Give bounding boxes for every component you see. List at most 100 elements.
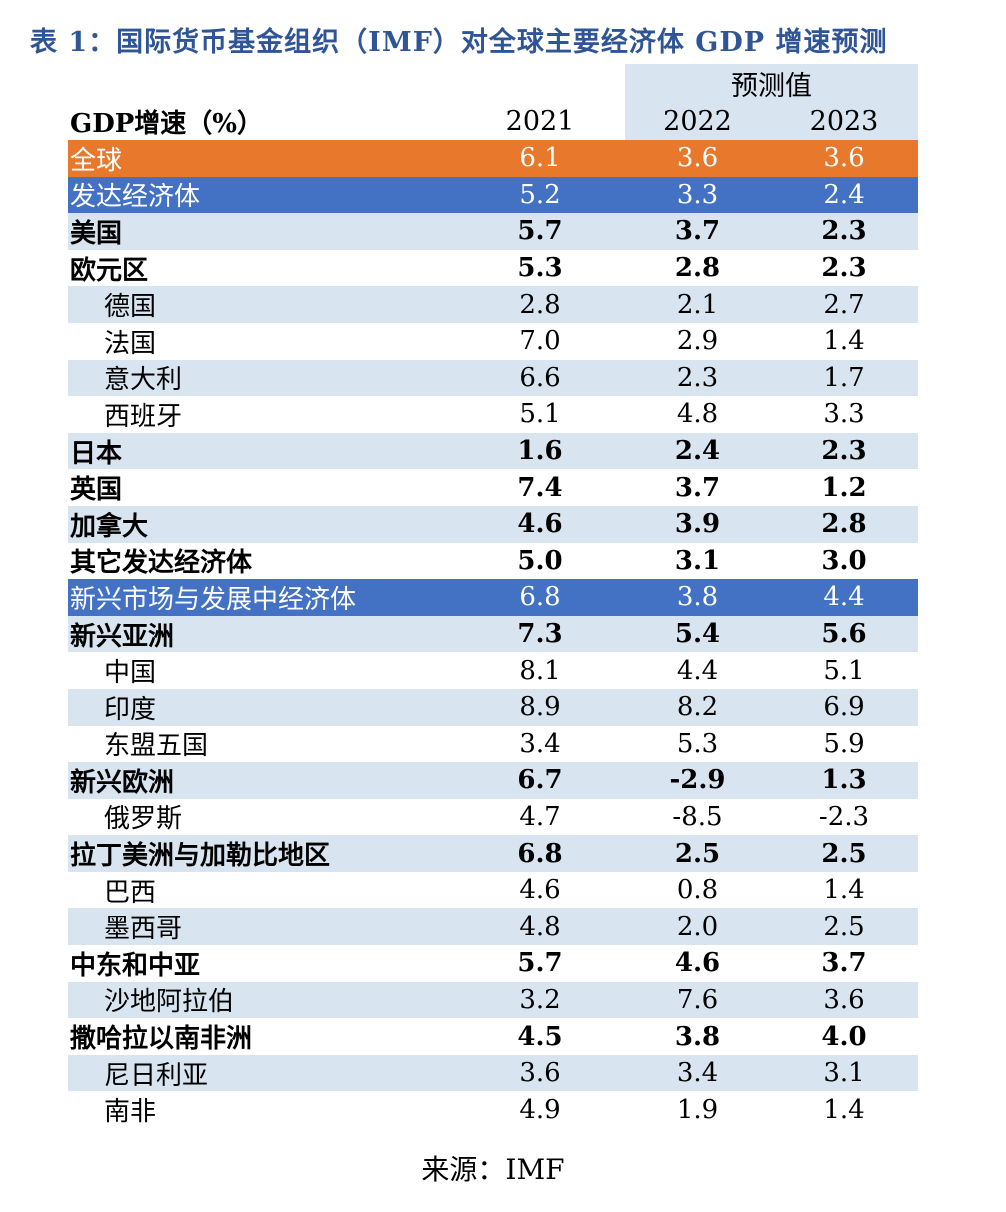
cell-2023: 5.1 <box>823 655 865 686</box>
table-row: 东盟五国 3.4 5.3 5.9 <box>68 725 918 763</box>
cell-2023: 2.4 <box>823 179 865 210</box>
row-label: 新兴市场与发展中经济体 <box>70 584 357 615</box>
cell-2021: 6.1 <box>519 143 561 174</box>
cell-2021: 6.8 <box>517 838 563 869</box>
cell-2022: 2.3 <box>676 362 719 393</box>
row-label: 尼日利亚 <box>104 1060 209 1091</box>
cell-2022: 4.4 <box>676 655 719 686</box>
cell-2023: 5.6 <box>821 619 867 650</box>
table-row: 加拿大 4.6 3.9 2.8 <box>68 505 918 543</box>
row-label: 其它发达经济体 <box>70 548 253 579</box>
table-row: 新兴亚洲 7.3 5.4 5.6 <box>68 615 918 653</box>
row-label: 俄罗斯 <box>104 804 183 835</box>
cell-2021: 6.7 <box>517 765 563 796</box>
row-label: 发达经济体 <box>70 182 201 213</box>
cell-2021: 3.2 <box>519 984 561 1015</box>
cell-2022: 8.2 <box>676 692 719 723</box>
cell-2022: 4.8 <box>676 399 719 430</box>
cell-2023: 2.8 <box>821 509 867 540</box>
cell-2023: 2.7 <box>823 289 865 320</box>
cell-2022: 2.8 <box>674 253 721 284</box>
cell-2023: 3.3 <box>823 399 865 430</box>
cell-2023: 4.4 <box>823 582 865 613</box>
table-row: 中东和中亚 5.7 4.6 3.7 <box>68 945 918 982</box>
cell-2021: 7.0 <box>519 326 561 357</box>
table-title: 表 1：国际货币基金组织（IMF）对全球主要经济体 GDP 增速预测 <box>30 27 888 58</box>
cell-2021: 6.6 <box>519 362 561 393</box>
row-label: 撒哈拉以南非洲 <box>70 1024 253 1055</box>
cell-2023: 2.3 <box>821 436 867 467</box>
cell-2021: 4.6 <box>517 509 563 540</box>
row-label: 日本 <box>70 438 123 469</box>
cell-2023: 1.2 <box>821 472 867 503</box>
table-row: 其它发达经济体 5.0 3.1 3.0 <box>68 542 918 580</box>
cell-2021: 7.3 <box>517 619 563 650</box>
cell-2021: 3.4 <box>519 728 561 759</box>
cell-2023: 1.4 <box>823 326 865 357</box>
cell-2021: 2.8 <box>519 289 561 320</box>
row-label: 沙地阿拉伯 <box>104 987 235 1018</box>
cell-2021: 8.9 <box>519 692 561 723</box>
cell-2023: 5.9 <box>823 728 865 759</box>
cell-2023: 2.3 <box>821 216 867 247</box>
cell-2022: 2.5 <box>674 838 721 869</box>
cell-2023: 3.7 <box>821 948 867 979</box>
cell-2022: 3.7 <box>674 216 721 247</box>
row-label: 东盟五国 <box>104 731 209 762</box>
row-label: 意大利 <box>104 365 183 396</box>
gdp-forecast-table: 预测值 GDP增速（%） 2021 2022 2023 全球 6.1 3.6 3.6 发… <box>68 64 918 1129</box>
cell-2023: 2.5 <box>821 838 867 869</box>
cell-2021: 4.5 <box>517 1021 563 1052</box>
cell-2023: 1.4 <box>823 1094 865 1125</box>
cell-2022: 3.8 <box>674 1021 721 1052</box>
row-label: 巴西 <box>104 877 157 908</box>
row-label: 拉丁美洲与加勒比地区 <box>70 841 331 872</box>
table-row: 印度 8.9 8.2 6.9 <box>68 688 918 726</box>
cell-2023: 1.4 <box>823 875 865 906</box>
table-row: 西班牙 5.1 4.8 3.3 <box>68 396 918 433</box>
row-label: 西班牙 <box>104 401 183 432</box>
cell-2023: 1.3 <box>821 765 867 796</box>
cell-2022: 2.9 <box>676 326 719 357</box>
table-row: 英国 7.4 3.7 1.2 <box>68 469 918 506</box>
col-header-2022: 2022 <box>663 105 732 137</box>
table-row: 欧元区 5.3 2.8 2.3 <box>68 249 918 287</box>
cell-2023: 1.7 <box>823 362 865 393</box>
table-row: 俄罗斯 4.7 -8.5 -2.3 <box>68 798 918 836</box>
row-label: 新兴亚洲 <box>70 621 175 652</box>
cell-2021: 7.4 <box>517 472 563 503</box>
cell-2021: 4.9 <box>519 1094 561 1125</box>
cell-2022: 5.4 <box>674 619 721 650</box>
row-label: 墨西哥 <box>104 914 183 945</box>
cell-2022: 2.4 <box>674 436 721 467</box>
cell-2022: 3.9 <box>674 509 721 540</box>
cell-2022: 3.7 <box>674 472 721 503</box>
forecast-band: 2022 2023 <box>625 102 918 140</box>
cell-2022: 7.6 <box>676 984 719 1015</box>
row-label: 法国 <box>104 328 157 359</box>
table-row: 拉丁美洲与加勒比地区 6.8 2.5 2.5 <box>68 835 918 872</box>
row-label: 印度 <box>104 694 157 725</box>
cell-2022: 2.1 <box>676 289 719 320</box>
row-label: 全球 <box>70 145 123 176</box>
cell-2022: 3.4 <box>676 1058 719 1089</box>
cell-2021: 1.6 <box>517 436 563 467</box>
col-header-2021: 2021 <box>505 105 575 137</box>
cell-2022: -2.9 <box>669 765 726 796</box>
table-row: 撒哈拉以南非洲 4.5 3.8 4.0 <box>68 1018 918 1055</box>
cell-2022: 4.6 <box>674 948 721 979</box>
cell-2021: 8.1 <box>519 655 561 686</box>
cell-2023: 3.6 <box>823 143 865 174</box>
row-label: 加拿大 <box>70 511 149 542</box>
table-row: 美国 5.7 3.7 2.3 <box>68 213 918 250</box>
cell-2021: 5.1 <box>519 399 561 430</box>
row-label: 新兴欧洲 <box>70 767 175 798</box>
cell-2021: 5.7 <box>517 948 563 979</box>
row-label: 英国 <box>70 475 123 506</box>
table-row: 法国 7.0 2.9 1.4 <box>68 322 918 360</box>
cell-2023: -2.3 <box>818 801 870 832</box>
table-row: 墨西哥 4.8 2.0 2.5 <box>68 908 918 946</box>
forecast-group-header: 预测值 <box>625 64 918 102</box>
cell-2022: 2.0 <box>676 911 719 942</box>
cell-2022: 1.9 <box>676 1094 719 1125</box>
